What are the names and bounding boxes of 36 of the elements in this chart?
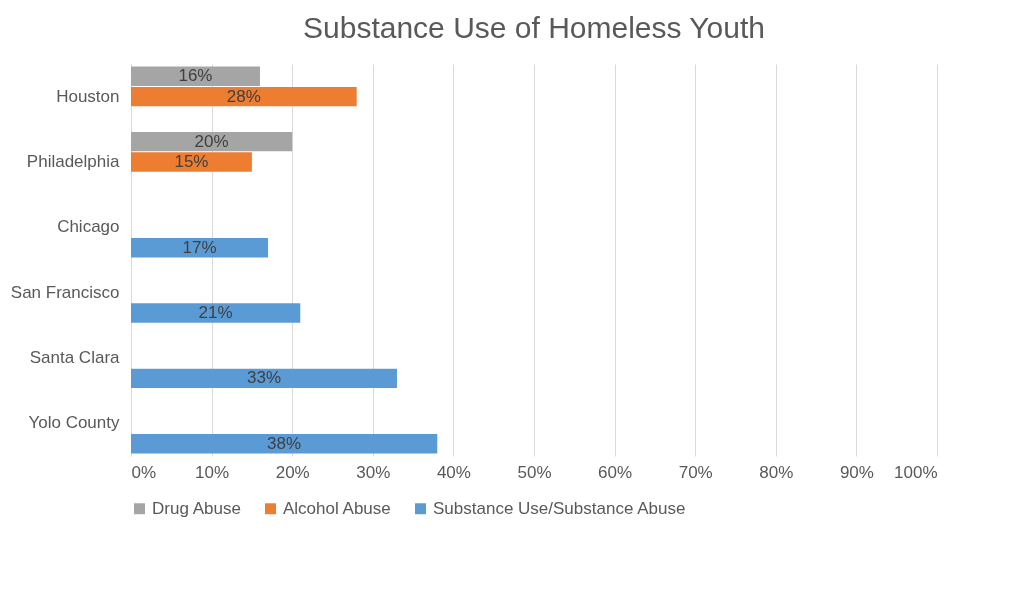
bar <box>131 131 293 152</box>
data-label: 33% <box>246 368 282 388</box>
x-tick-label: 60% <box>598 462 633 482</box>
x-tick-label: 10% <box>195 462 230 482</box>
data-label: 17% <box>182 237 217 257</box>
x-tick-label: 100% <box>894 462 938 482</box>
y-tick-label: San Francisco <box>10 282 120 302</box>
y-tick-label: Yolo County <box>28 413 120 433</box>
x-tick-label: 50% <box>517 462 552 482</box>
data-label: 16% <box>178 66 213 86</box>
y-tick-label: Chicago <box>57 217 120 237</box>
x-tick-label: 70% <box>678 462 713 482</box>
bar <box>131 434 438 454</box>
legend-label: Alcohol Abuse <box>283 498 391 518</box>
bar <box>131 238 269 258</box>
x-tick-label: 20% <box>275 462 310 482</box>
chart-title: Substance Use of Homeless Youth <box>303 11 765 44</box>
data-label: 15% <box>174 152 209 171</box>
data-label: 21% <box>198 303 233 323</box>
x-tick-label: 90% <box>839 462 874 482</box>
x-tick-label: 30% <box>356 462 391 482</box>
y-tick-label: Philadelphia <box>26 152 121 171</box>
data-label: 28% <box>226 86 261 106</box>
bar <box>131 86 357 107</box>
legend-label: Drug Abuse <box>152 498 241 518</box>
data-label: 20% <box>194 131 229 151</box>
x-tick-label: 40% <box>436 462 471 482</box>
bar <box>131 152 252 172</box>
x-tick-label: 0% <box>131 462 157 482</box>
y-tick-label: Houston <box>56 86 120 106</box>
x-tick-label: 80% <box>759 462 794 482</box>
bar <box>131 303 301 323</box>
y-tick-label: Santa Clara <box>29 348 121 367</box>
legend-label: Substance Use/Substance Abuse <box>433 498 686 518</box>
bar <box>131 368 397 389</box>
data-label: 38% <box>267 433 302 453</box>
